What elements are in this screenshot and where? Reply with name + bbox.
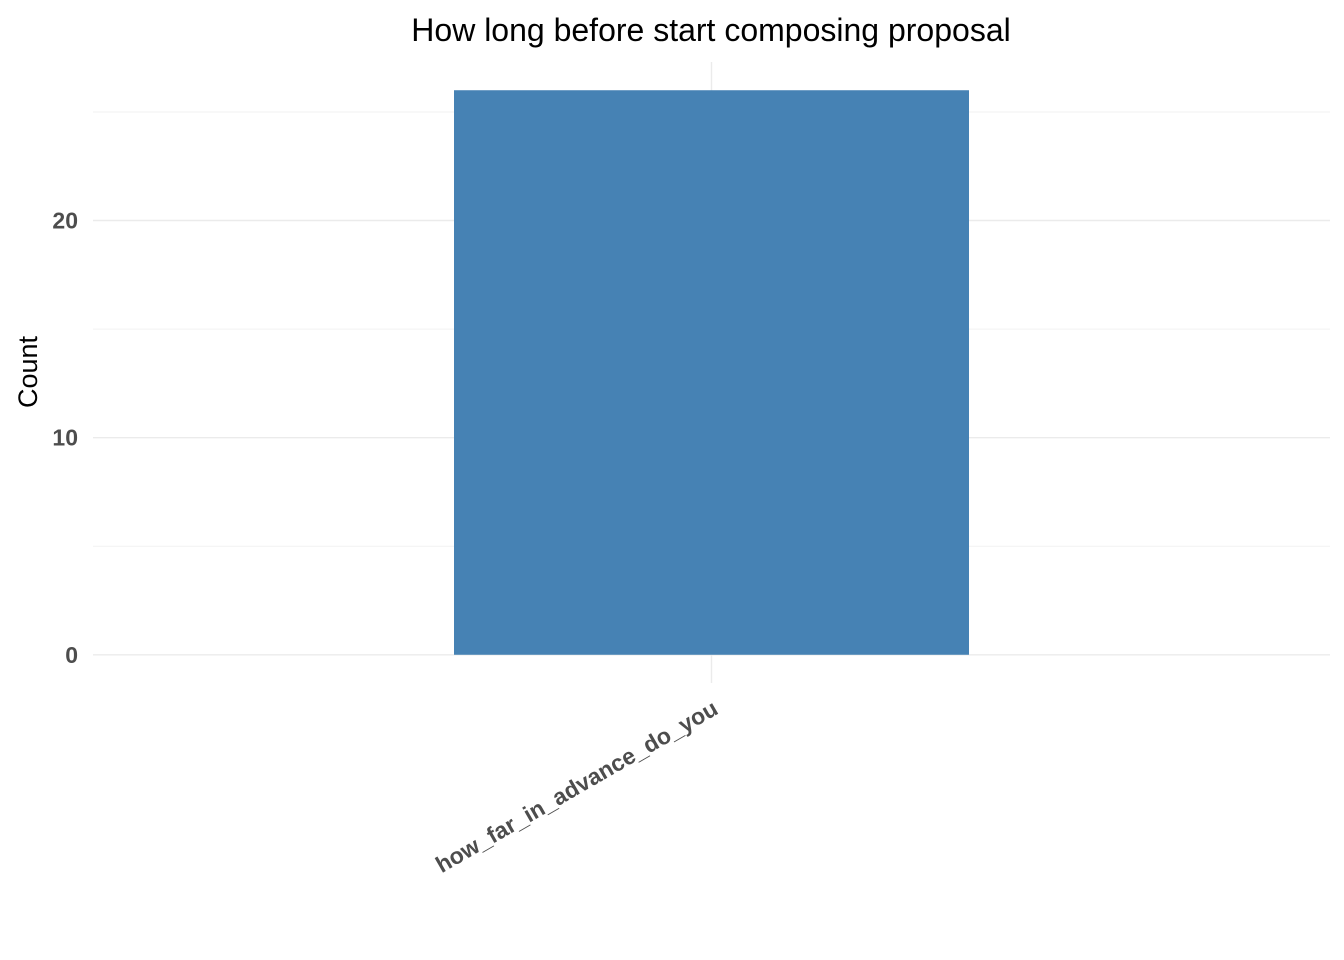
y-axis-ticks: 0 10 20 [52,208,78,668]
y-tick-label: 20 [52,208,78,234]
bar [454,90,969,655]
chart-title: How long before start composing proposal [411,12,1010,48]
x-tick-label: how_far_in_advance_do_you [431,695,722,878]
y-tick-label: 0 [65,642,78,668]
x-axis-ticks: how_far_in_advance_do_you [431,695,722,878]
bars [454,90,969,655]
y-tick-label: 10 [52,425,78,451]
y-axis-label: Count [13,335,43,408]
